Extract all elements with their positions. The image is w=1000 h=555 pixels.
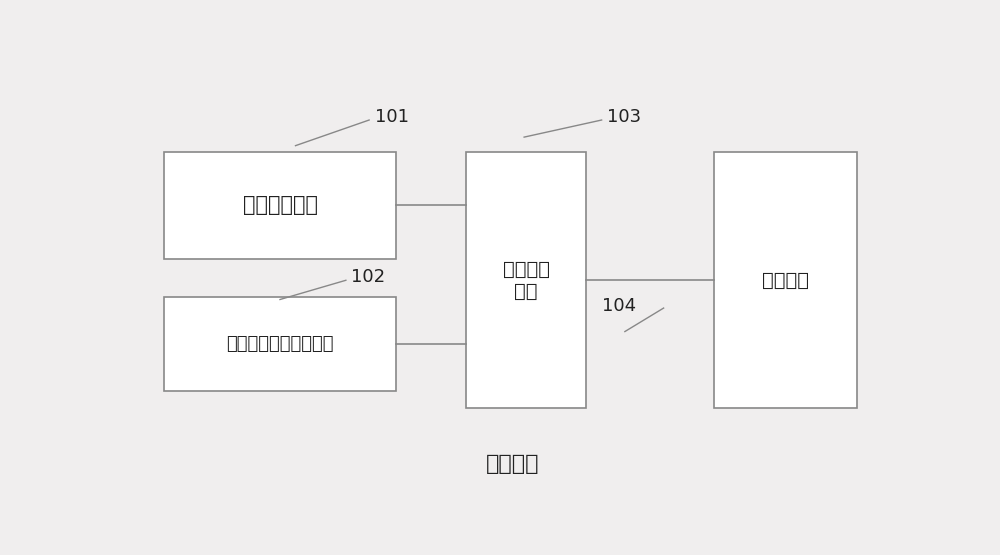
Bar: [714, 152, 857, 408]
Bar: [164, 297, 396, 391]
Text: 钳位保护
电路: 钳位保护 电路: [503, 260, 550, 301]
Text: 保护电路: 保护电路: [486, 454, 539, 474]
Text: 104: 104: [602, 297, 637, 315]
Text: 过流保护电路: 过流保护电路: [242, 195, 318, 215]
Bar: [164, 152, 396, 259]
Text: 陷波电路: 陷波电路: [762, 271, 809, 290]
Text: 103: 103: [607, 108, 641, 126]
Text: 101: 101: [375, 108, 409, 126]
Text: 雷电及大信号保护电路: 雷电及大信号保护电路: [226, 335, 334, 354]
Text: 102: 102: [351, 268, 385, 286]
Bar: [466, 152, 586, 408]
